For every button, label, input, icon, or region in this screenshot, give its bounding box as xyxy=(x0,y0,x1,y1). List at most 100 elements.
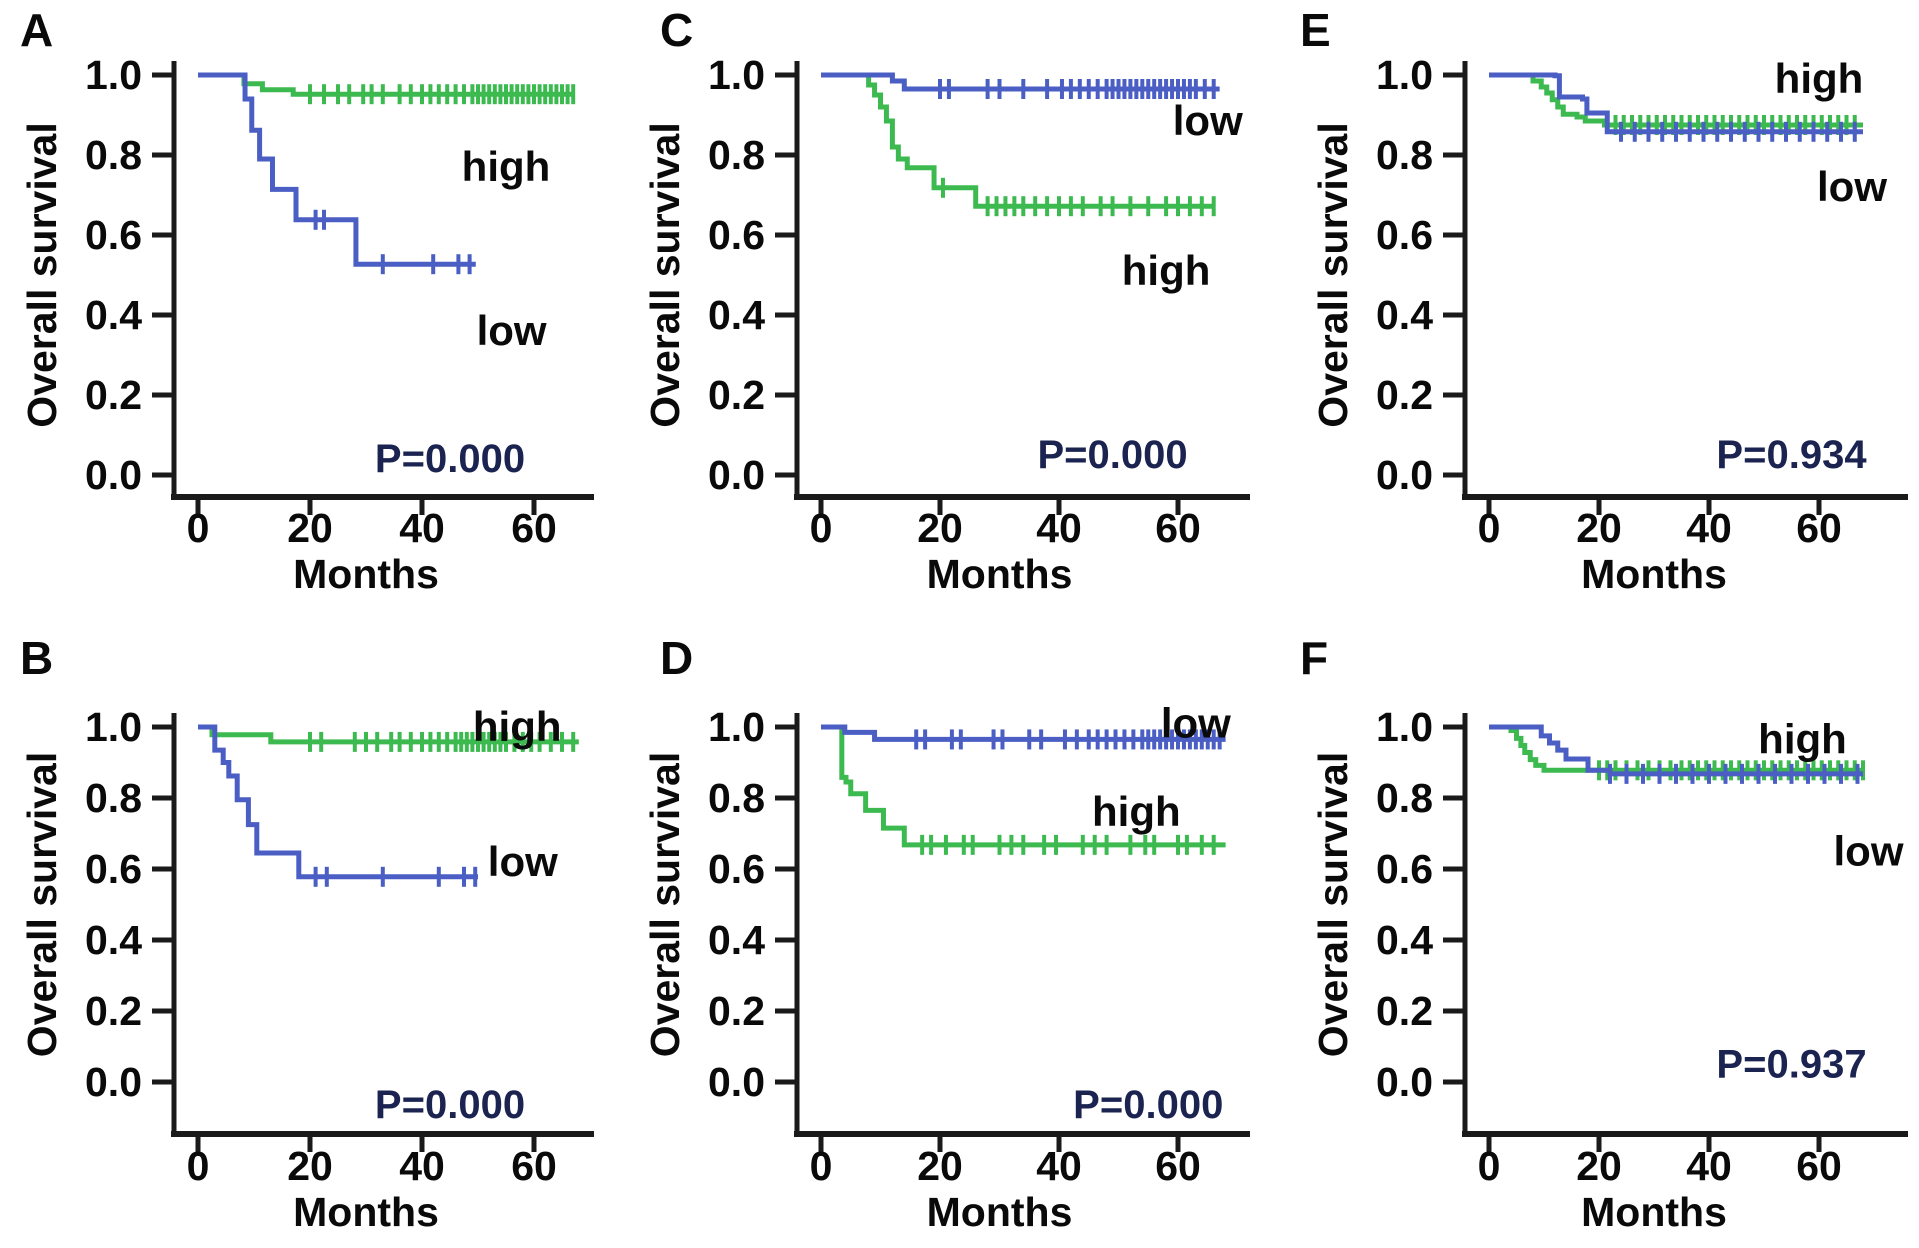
panel-A: A Overall survival 0.0 0.2 0.4 0.6 0.8 1.0 0 20 40… xyxy=(19,4,594,597)
y-tick-label: 0.6 xyxy=(85,212,142,258)
y-tick-label: 0.2 xyxy=(708,988,765,1034)
x-tick-label: 40 xyxy=(399,1143,445,1189)
x-tick-label: 60 xyxy=(1155,505,1201,551)
y-tick-label: 0.6 xyxy=(708,846,765,892)
x-tick-label: 60 xyxy=(511,1143,557,1189)
y-tick-label: 0.4 xyxy=(85,292,142,338)
p-value-label: P=0.000 xyxy=(1037,433,1187,477)
y-tick-label: 0.8 xyxy=(708,132,765,178)
curve-label-high: high xyxy=(473,703,562,750)
y-tick-label: 1.0 xyxy=(708,52,765,98)
y-tick-label: 0.2 xyxy=(85,988,142,1034)
y-tick-label: 0.6 xyxy=(85,846,142,892)
y-axis-title: Overall survival xyxy=(19,122,65,427)
panel-letter: C xyxy=(660,4,693,56)
curve-label-low: low xyxy=(477,307,547,354)
y-tick-label: 0.6 xyxy=(1376,846,1433,892)
y-tick-label: 0.6 xyxy=(1376,212,1433,258)
x-tick-label: 0 xyxy=(1478,1143,1501,1189)
panel-letter: B xyxy=(20,632,53,684)
y-tick-label: 0.2 xyxy=(1376,372,1433,418)
x-tick-label: 60 xyxy=(511,505,557,551)
y-tick-label: 0.8 xyxy=(85,775,142,821)
panel-C: C Overall survival 0.0 0.2 0.4 0.6 0.8 1.0 0 20 40… xyxy=(642,4,1250,597)
x-tick-label: 0 xyxy=(187,1143,210,1189)
x-axis-title: Months xyxy=(927,1189,1073,1235)
x-tick-label: 20 xyxy=(287,505,333,551)
survival-curve-low xyxy=(198,724,478,880)
x-tick-label: 20 xyxy=(287,1143,333,1189)
curve-label-low: low xyxy=(1834,827,1904,874)
x-axis-title: Months xyxy=(1581,1189,1727,1235)
curve-label-low: low xyxy=(488,838,558,885)
curve-label-high: high xyxy=(1775,55,1864,102)
panel-B: B Overall survival 0.0 0.2 0.4 0.6 0.8 1.0 0 20 40… xyxy=(19,632,594,1235)
curve-label-high: high xyxy=(1122,247,1211,294)
x-axis-title: Months xyxy=(293,551,439,597)
survival-curve-high xyxy=(1489,72,1863,128)
y-axis-title: Overall survival xyxy=(642,752,688,1057)
x-tick-label: 40 xyxy=(1036,505,1082,551)
survival-curve-low xyxy=(1489,724,1863,777)
survival-curve-low xyxy=(821,72,1220,92)
panel-E: E Overall survival 0.0 0.2 0.4 0.6 0.8 1.0 0 20 40… xyxy=(1300,4,1908,597)
y-axis-title: Overall survival xyxy=(1310,752,1356,1057)
x-tick-label: 20 xyxy=(917,1143,963,1189)
x-tick-label: 40 xyxy=(1686,1143,1732,1189)
x-tick-label: 20 xyxy=(1576,1143,1622,1189)
curve-label-high: high xyxy=(1092,788,1181,835)
x-tick-label: 0 xyxy=(187,505,210,551)
curve-label-low: low xyxy=(1817,163,1887,210)
survival-curve-low xyxy=(198,72,476,267)
y-tick-label: 1.0 xyxy=(85,52,142,98)
x-tick-label: 40 xyxy=(1036,1143,1082,1189)
x-tick-label: 60 xyxy=(1155,1143,1201,1189)
y-tick-label: 1.0 xyxy=(708,704,765,750)
panel-D: D Overall survival 0.0 0.2 0.4 0.6 0.8 1.0 0 20 40… xyxy=(642,632,1250,1235)
p-value-label: P=0.000 xyxy=(1073,1083,1223,1127)
x-axis-title: Months xyxy=(927,551,1073,597)
y-tick-label: 0.2 xyxy=(1376,988,1433,1034)
x-tick-label: 0 xyxy=(1478,505,1501,551)
panel-letter: E xyxy=(1300,4,1331,56)
p-value-label: P=0.000 xyxy=(375,437,525,481)
y-tick-label: 0.4 xyxy=(1376,292,1433,338)
y-tick-label: 1.0 xyxy=(85,704,142,750)
curve-label-low: low xyxy=(1173,97,1243,144)
y-tick-label: 0.8 xyxy=(1376,132,1433,178)
survival-curve-high xyxy=(1489,724,1863,773)
y-tick-label: 0.0 xyxy=(708,1059,765,1105)
x-tick-label: 60 xyxy=(1796,505,1842,551)
y-tick-label: 1.0 xyxy=(1376,52,1433,98)
panel-letter: F xyxy=(1300,632,1328,684)
y-tick-label: 0.2 xyxy=(85,372,142,418)
y-tick-label: 0.6 xyxy=(708,212,765,258)
survival-curve-high xyxy=(821,72,1214,209)
curve-label-high: high xyxy=(1758,715,1847,762)
p-value-label: P=0.000 xyxy=(375,1083,525,1127)
y-tick-label: 0.4 xyxy=(708,917,765,963)
x-axis-title: Months xyxy=(293,1189,439,1235)
p-value-label: P=0.937 xyxy=(1716,1042,1866,1086)
y-tick-label: 0.4 xyxy=(85,917,142,963)
y-tick-label: 0.4 xyxy=(1376,917,1433,963)
curve-label-high: high xyxy=(462,143,551,190)
x-tick-label: 0 xyxy=(810,1143,833,1189)
y-axis-title: Overall survival xyxy=(1310,122,1356,427)
x-tick-label: 60 xyxy=(1796,1143,1842,1189)
y-tick-label: 0.0 xyxy=(708,452,765,498)
y-tick-label: 0.8 xyxy=(708,775,765,821)
y-tick-label: 0.8 xyxy=(85,132,142,178)
y-tick-label: 0.0 xyxy=(85,1059,142,1105)
y-tick-label: 0.4 xyxy=(708,292,765,338)
y-tick-label: 0.8 xyxy=(1376,775,1433,821)
y-tick-label: 0.2 xyxy=(708,372,765,418)
x-tick-label: 20 xyxy=(1576,505,1622,551)
x-tick-label: 20 xyxy=(917,505,963,551)
panel-letter: D xyxy=(660,632,693,684)
y-tick-label: 0.0 xyxy=(85,452,142,498)
y-tick-label: 1.0 xyxy=(1376,704,1433,750)
panel-letter: A xyxy=(20,4,53,56)
